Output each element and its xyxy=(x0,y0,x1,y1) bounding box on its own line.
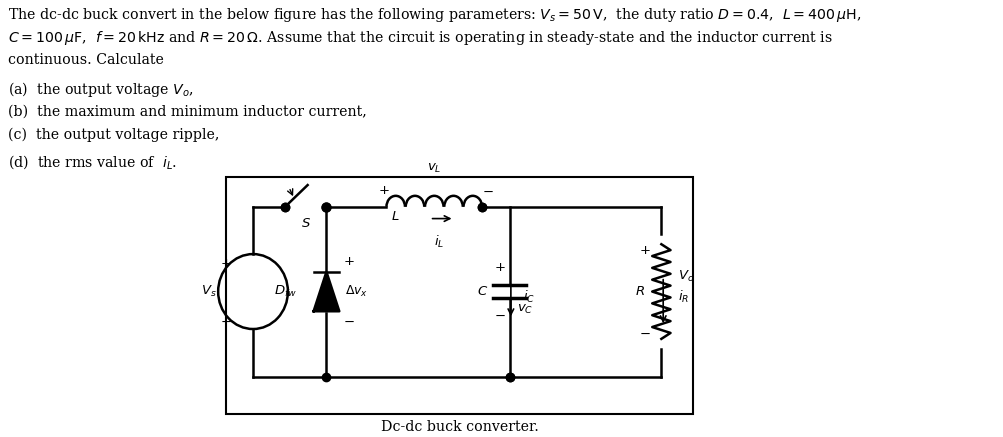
Text: (b)  the maximum and minimum inductor current,: (b) the maximum and minimum inductor cur… xyxy=(8,104,366,118)
Text: $\Delta v_x$: $\Delta v_x$ xyxy=(344,284,368,299)
Text: $R$: $R$ xyxy=(634,285,644,298)
Text: $C$: $C$ xyxy=(476,285,487,298)
Text: (c)  the output voltage ripple,: (c) the output voltage ripple, xyxy=(8,128,220,142)
Text: $L$: $L$ xyxy=(390,210,399,223)
Text: The dc-dc buck convert in the below figure has the following parameters: $V_s = : The dc-dc buck convert in the below figu… xyxy=(8,6,861,24)
Text: $-$: $-$ xyxy=(343,315,354,328)
Text: $+$: $+$ xyxy=(343,256,354,268)
Text: $-$: $-$ xyxy=(493,309,505,322)
Text: $V_o$: $V_o$ xyxy=(677,269,693,284)
Text: (a)  the output voltage $V_o$,: (a) the output voltage $V_o$, xyxy=(8,80,194,99)
Text: $-$: $-$ xyxy=(481,184,493,198)
Text: $S$: $S$ xyxy=(301,217,311,229)
Text: Dc-dc buck converter.: Dc-dc buck converter. xyxy=(380,420,538,434)
Text: $+$: $+$ xyxy=(378,184,390,198)
Text: $-$: $-$ xyxy=(220,315,231,328)
Text: $D_{fw}$: $D_{fw}$ xyxy=(274,284,296,299)
Text: $v_L$: $v_L$ xyxy=(426,162,441,175)
Text: $+$: $+$ xyxy=(220,257,231,271)
Text: $C = 100\,\mu\mathrm{F}$,  $f = 20\,\mathrm{kHz}$ and $R = 20\,\Omega$. Assume t: $C = 100\,\mu\mathrm{F}$, $f = 20\,\math… xyxy=(8,29,832,47)
Text: (d)  the rms value of  $i_L$.: (d) the rms value of $i_L$. xyxy=(8,153,178,171)
Text: $i_L$: $i_L$ xyxy=(433,234,443,250)
Text: $i_C$: $i_C$ xyxy=(523,288,535,305)
Text: continuous. Calculate: continuous. Calculate xyxy=(8,53,163,67)
Text: $+$: $+$ xyxy=(493,261,505,274)
Text: $V_s$: $V_s$ xyxy=(201,284,217,299)
Polygon shape xyxy=(313,272,339,311)
Bar xyxy=(226,177,693,414)
Text: $v_C$: $v_C$ xyxy=(517,303,533,316)
Text: $-$: $-$ xyxy=(638,326,650,340)
Text: $+$: $+$ xyxy=(638,244,650,257)
Text: $i_R$: $i_R$ xyxy=(677,288,688,305)
